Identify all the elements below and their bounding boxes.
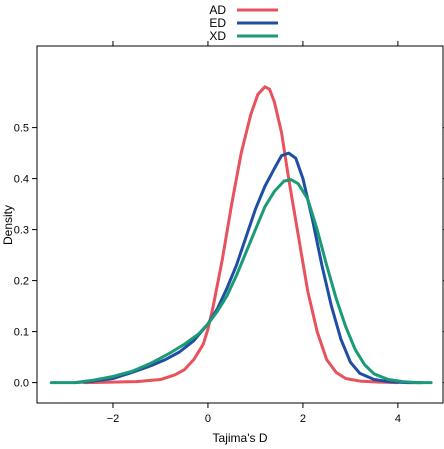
y-tick-label: 0.3 [14, 225, 29, 237]
series-line-ed [73, 151, 424, 385]
legend-label-ad: AD [209, 3, 226, 17]
x-axis-label: Tajima's D [213, 431, 268, 445]
y-tick-label: 0.2 [14, 276, 29, 288]
x-tick-label: −2 [107, 413, 120, 425]
x-tick-label: 4 [395, 413, 401, 425]
series-line-ad [82, 85, 400, 385]
legend-label-xd: XD [209, 29, 226, 43]
y-tick-label: 0.4 [14, 174, 29, 186]
y-axis: 0.0 0.1 0.2 0.3 0.4 0.5 [14, 123, 444, 390]
y-axis-label: Density [1, 205, 15, 245]
x-axis: −2 0 2 4 [107, 41, 401, 425]
series-lines [49, 85, 433, 385]
x-tick-label: 0 [205, 413, 211, 425]
x-tick-label: 2 [300, 413, 306, 425]
legend-label-ed: ED [209, 16, 226, 30]
plot-frame [36, 45, 444, 404]
series-line-xd [49, 178, 433, 385]
y-tick-label: 0.1 [14, 327, 29, 339]
y-tick-label: 0.0 [14, 378, 29, 390]
y-tick-label: 0.5 [14, 123, 29, 135]
